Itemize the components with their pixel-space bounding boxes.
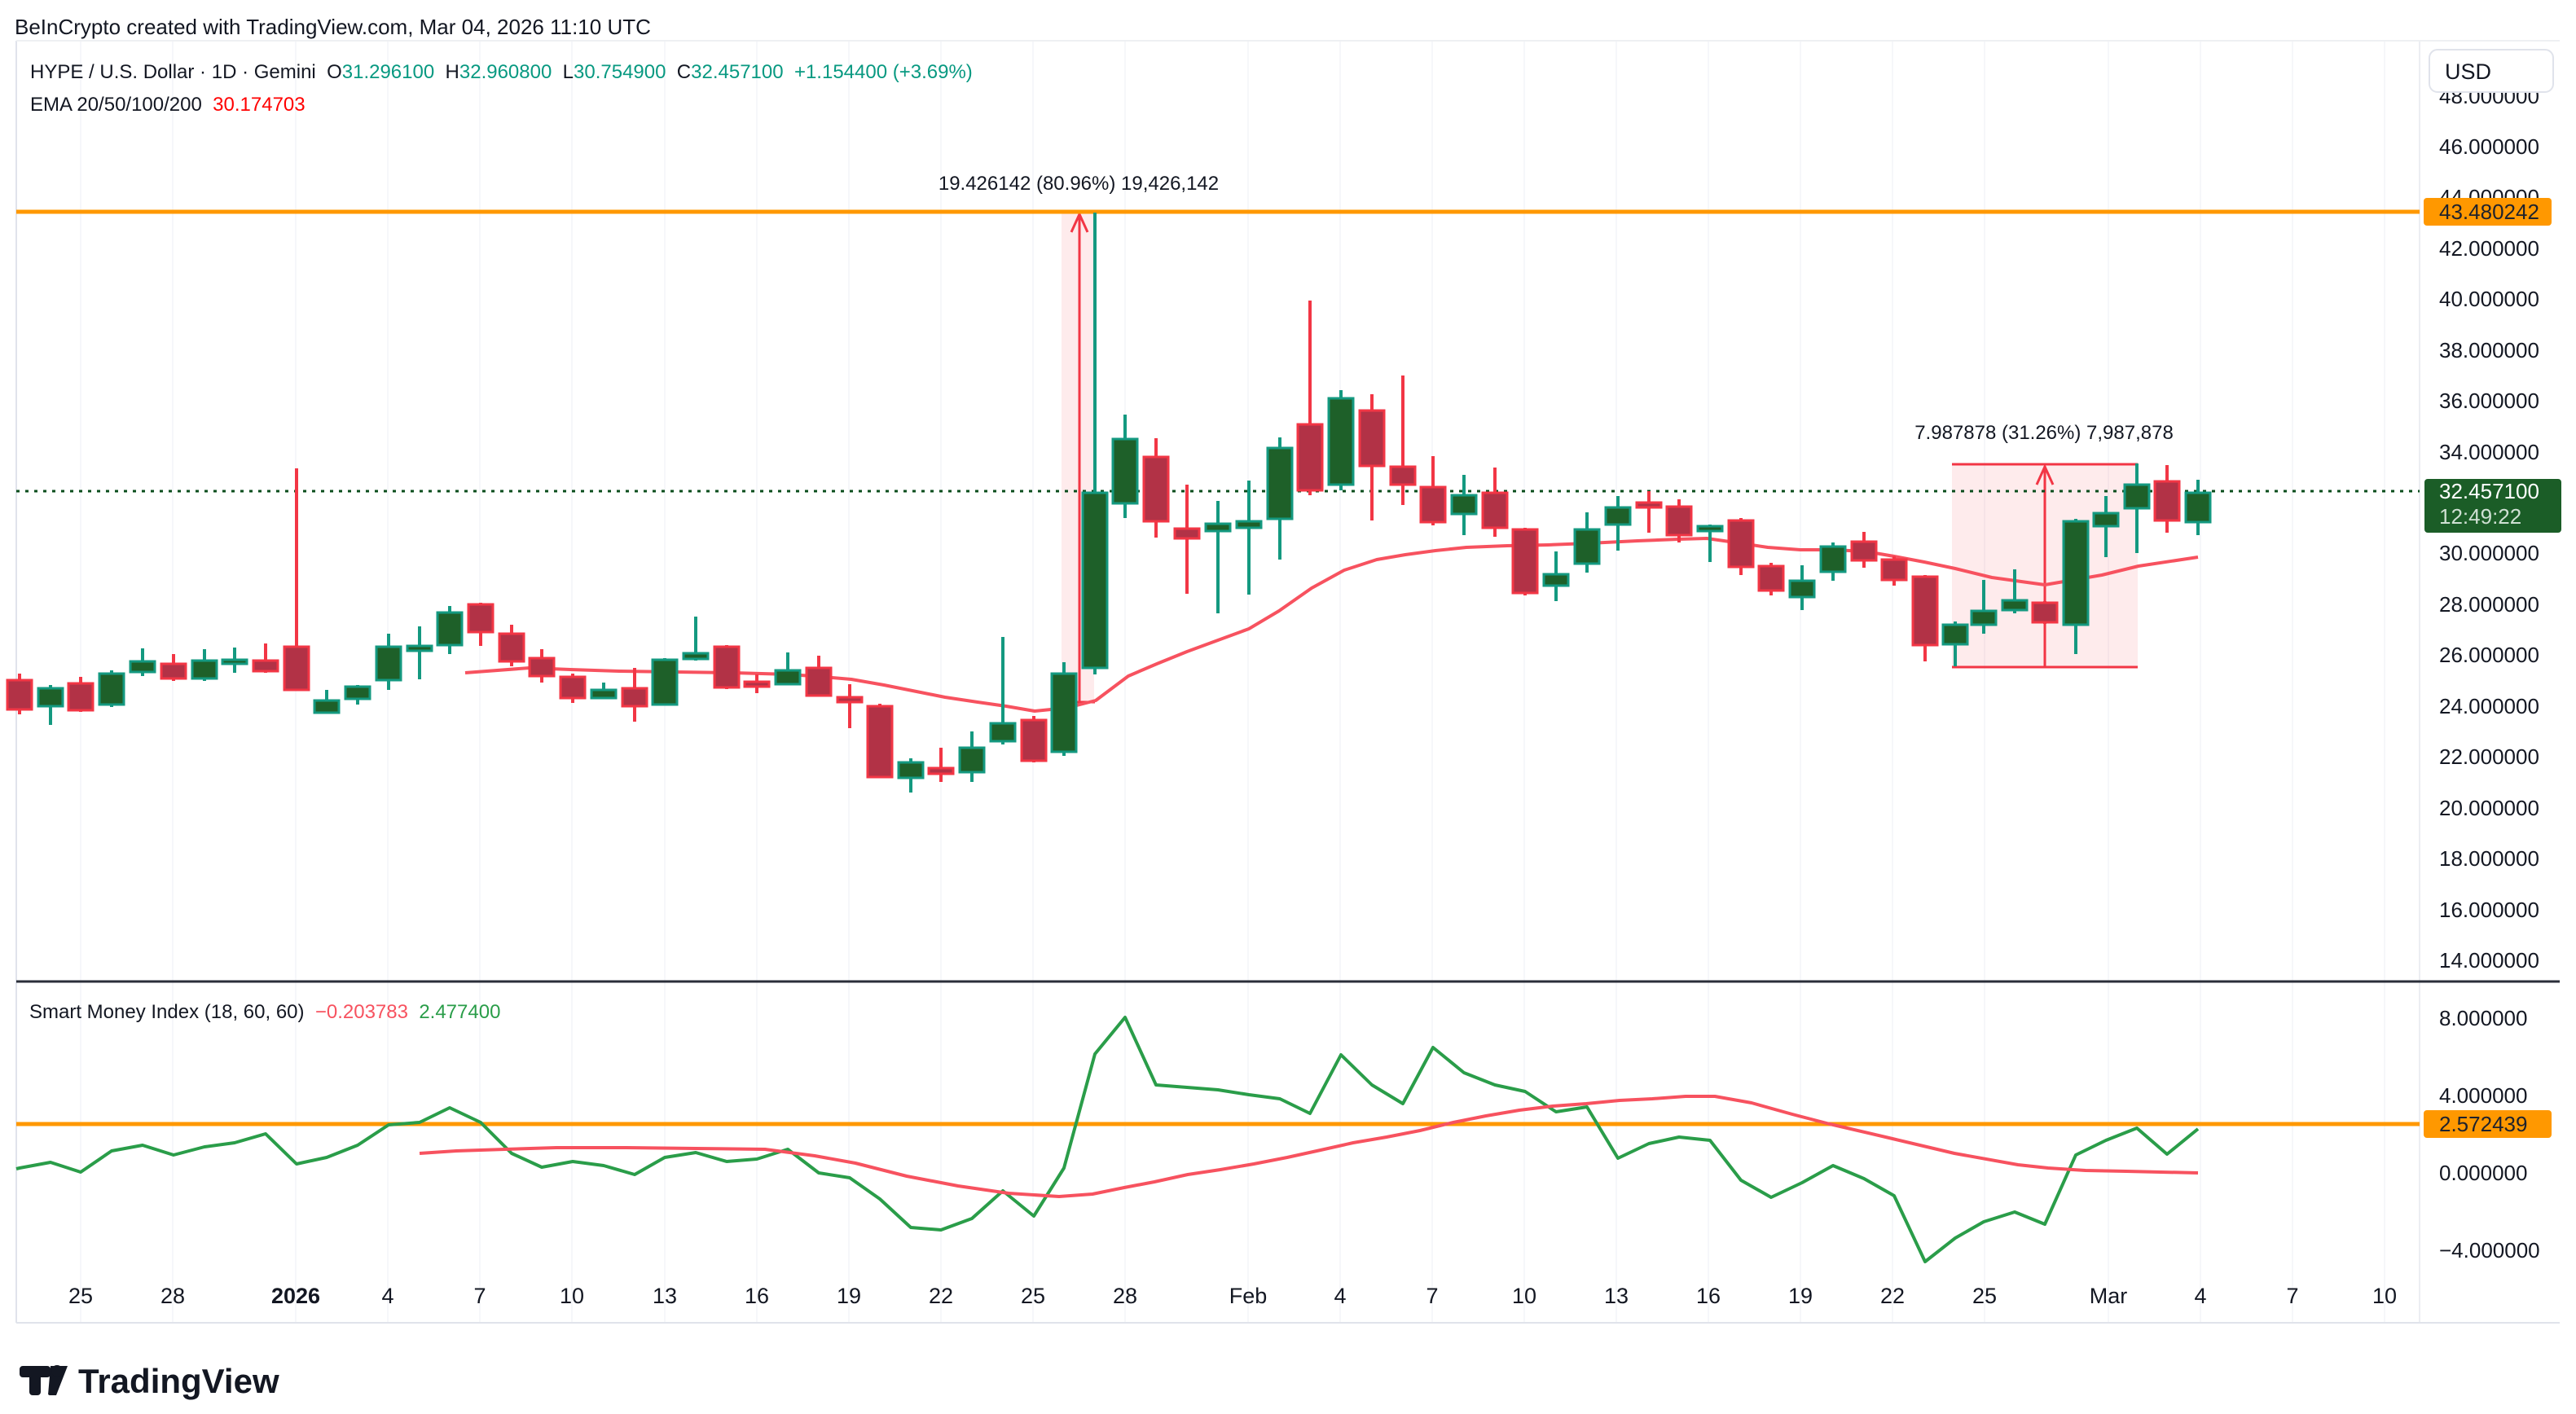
svg-text:34.000000: 34.000000 xyxy=(2439,440,2539,464)
svg-text:28: 28 xyxy=(160,1284,185,1308)
svg-text:22.000000: 22.000000 xyxy=(2439,744,2539,769)
svg-text:14.000000: 14.000000 xyxy=(2439,948,2539,973)
svg-text:10: 10 xyxy=(2372,1284,2397,1308)
svg-text:28.000000: 28.000000 xyxy=(2439,592,2539,617)
svg-text:7: 7 xyxy=(473,1284,486,1308)
svg-text:TradingView: TradingView xyxy=(78,1362,279,1400)
svg-text:24.000000: 24.000000 xyxy=(2439,694,2539,718)
svg-text:19.426142 (80.96%) 19,426,142: 19.426142 (80.96%) 19,426,142 xyxy=(939,173,1219,195)
svg-text:USD: USD xyxy=(2445,59,2491,84)
svg-text:13: 13 xyxy=(1604,1284,1629,1308)
svg-text:Feb: Feb xyxy=(1229,1284,1268,1308)
svg-text:30.000000: 30.000000 xyxy=(2439,541,2539,565)
svg-text:16: 16 xyxy=(745,1284,769,1308)
svg-text:−4.000000: −4.000000 xyxy=(2439,1238,2540,1262)
svg-text:22: 22 xyxy=(929,1284,953,1308)
svg-text:46.000000: 46.000000 xyxy=(2439,134,2539,159)
svg-text:25: 25 xyxy=(68,1284,93,1308)
svg-text:26.000000: 26.000000 xyxy=(2439,643,2539,667)
svg-text:Smart Money Index (18, 60, 60): Smart Money Index (18, 60, 60) −0.203783… xyxy=(29,1001,500,1023)
svg-text:7: 7 xyxy=(2286,1284,2298,1308)
svg-text:20.000000: 20.000000 xyxy=(2439,796,2539,820)
svg-text:25: 25 xyxy=(1972,1284,1997,1308)
svg-text:4: 4 xyxy=(381,1284,393,1308)
svg-text:38.000000: 38.000000 xyxy=(2439,338,2539,362)
svg-text:EMA 20/50/100/200 30.174703: EMA 20/50/100/200 30.174703 xyxy=(30,94,306,116)
svg-text:18.000000: 18.000000 xyxy=(2439,846,2539,871)
svg-text:4.000000: 4.000000 xyxy=(2439,1083,2527,1108)
svg-text:19: 19 xyxy=(837,1284,861,1308)
svg-text:42.000000: 42.000000 xyxy=(2439,236,2539,261)
svg-text:12:49:22: 12:49:22 xyxy=(2439,504,2521,529)
svg-text:0.000000: 0.000000 xyxy=(2439,1161,2527,1185)
svg-text:10: 10 xyxy=(1512,1284,1536,1308)
svg-text:Mar: Mar xyxy=(2090,1284,2128,1308)
svg-text:2026: 2026 xyxy=(271,1284,320,1308)
svg-text:4: 4 xyxy=(2194,1284,2206,1308)
svg-text:2.572439: 2.572439 xyxy=(2439,1112,2527,1136)
svg-text:10: 10 xyxy=(560,1284,584,1308)
svg-text:16.000000: 16.000000 xyxy=(2439,898,2539,922)
svg-text:HYPE / U.S. Dollar · 1D · Gemi: HYPE / U.S. Dollar · 1D · Gemini O31.296… xyxy=(30,61,973,83)
svg-text:4: 4 xyxy=(1334,1284,1346,1308)
svg-text:7.987878 (31.26%) 7,987,878: 7.987878 (31.26%) 7,987,878 xyxy=(1914,422,2174,444)
svg-text:40.000000: 40.000000 xyxy=(2439,287,2539,311)
svg-text:22: 22 xyxy=(1880,1284,1905,1308)
svg-text:28: 28 xyxy=(1113,1284,1137,1308)
svg-text:32.457100: 32.457100 xyxy=(2439,479,2539,503)
svg-text:19: 19 xyxy=(1788,1284,1813,1308)
svg-text:7: 7 xyxy=(1426,1284,1438,1308)
svg-text:8.000000: 8.000000 xyxy=(2439,1006,2527,1030)
svg-text:25: 25 xyxy=(1021,1284,1045,1308)
svg-text:36.000000: 36.000000 xyxy=(2439,389,2539,413)
svg-text:16: 16 xyxy=(1696,1284,1721,1308)
svg-text:43.480242: 43.480242 xyxy=(2439,200,2539,224)
svg-text:13: 13 xyxy=(653,1284,677,1308)
